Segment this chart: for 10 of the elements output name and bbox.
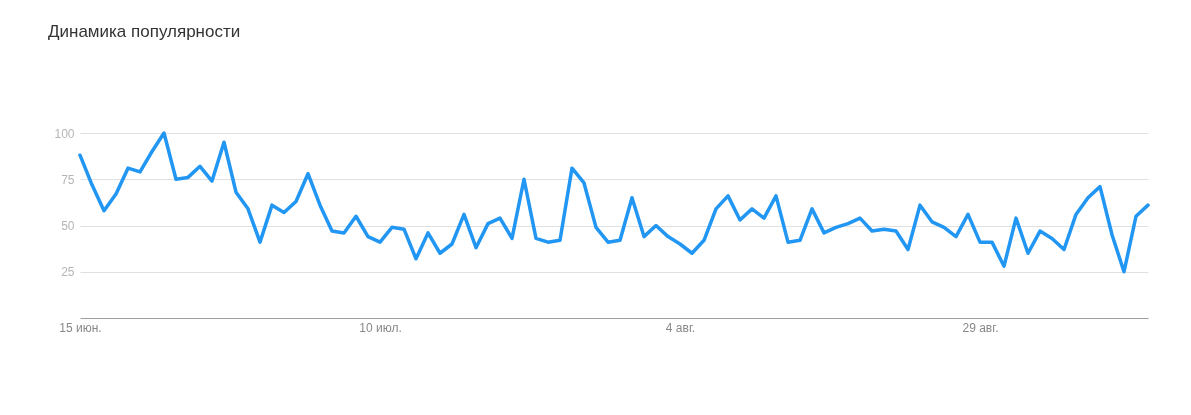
x-tick-label: 15 июн. xyxy=(59,320,102,335)
x-tick-label: 29 авг. xyxy=(962,320,999,335)
chart-title: Динамика популярности xyxy=(48,22,241,41)
y-tick-label: 75 xyxy=(61,172,75,187)
x-tick-label: 10 июл. xyxy=(359,320,402,335)
line-series xyxy=(78,131,1150,274)
x-tick-label: 4 авг. xyxy=(665,320,696,335)
y-tick-label: 25 xyxy=(61,265,75,280)
y-tick-label: 50 xyxy=(61,219,75,233)
y-tick-label: 100 xyxy=(54,126,75,141)
